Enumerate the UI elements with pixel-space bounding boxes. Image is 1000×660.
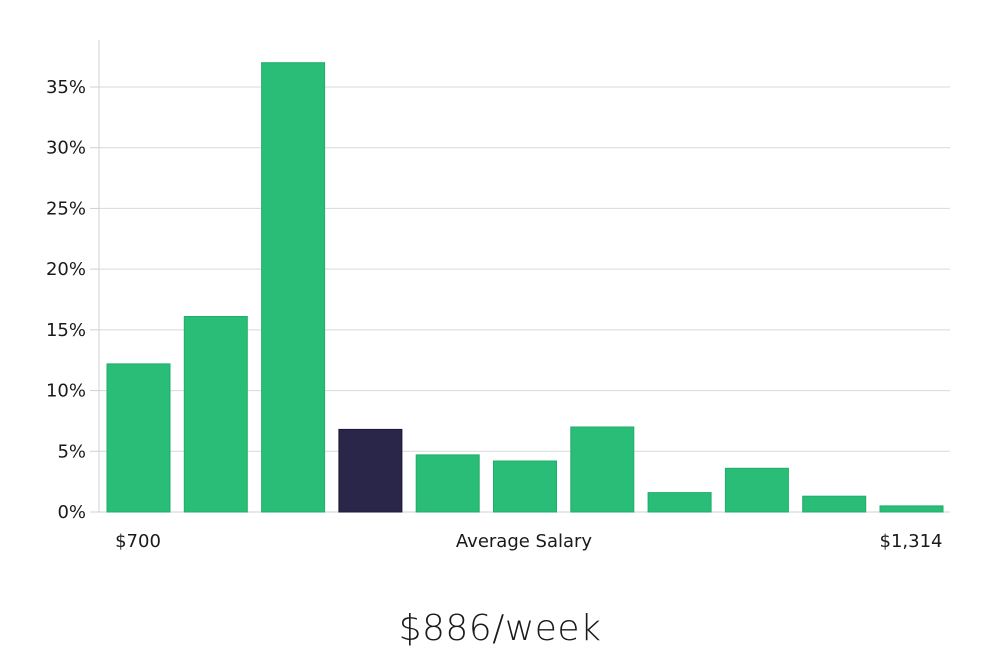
x-axis-title: Average Salary — [456, 531, 593, 552]
bar-highlighted — [338, 428, 403, 513]
bar — [493, 460, 557, 513]
bar — [183, 316, 248, 513]
y-tick-label: 30% — [46, 138, 86, 159]
bar — [106, 363, 171, 513]
y-tick-label: 10% — [46, 381, 86, 402]
x-min-label: $700 — [115, 531, 161, 552]
bar — [261, 62, 326, 513]
bar — [570, 426, 635, 513]
bar — [802, 495, 867, 513]
bars — [106, 62, 944, 513]
y-tick-label: 15% — [46, 320, 86, 341]
y-tick-label: 35% — [46, 77, 86, 98]
bar — [647, 492, 712, 513]
weekly-salary-headline: $886/week — [398, 608, 602, 649]
y-tick-label: 5% — [57, 441, 86, 462]
y-tick-label: 0% — [57, 502, 86, 523]
x-max-label: $1,314 — [880, 531, 943, 552]
salary-histogram: 0% 5% 10% 15% 20% 25% 30% 35% $700 Average Sala… — [46, 40, 950, 552]
y-tick-label: 20% — [46, 259, 86, 280]
bar — [724, 467, 789, 513]
y-tick-label: 25% — [46, 198, 86, 219]
bar — [879, 505, 944, 513]
y-axis-ticks: 0% 5% 10% 15% 20% 25% 30% 35% — [46, 77, 99, 523]
bar — [415, 454, 480, 513]
